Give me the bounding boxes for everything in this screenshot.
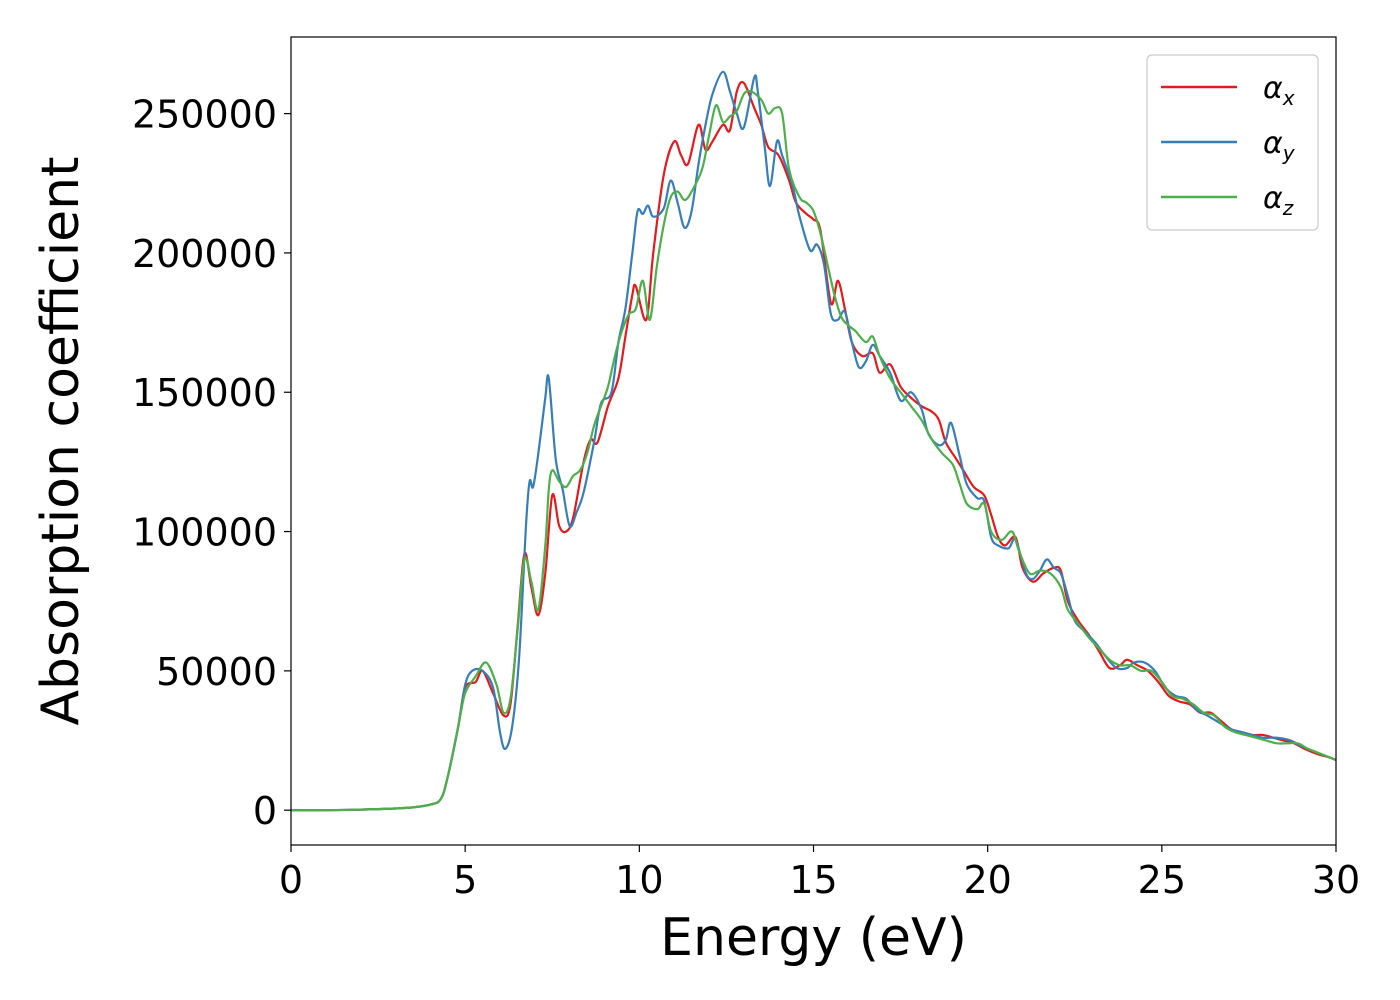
legend-item-x: αx bbox=[1161, 71, 1295, 110]
y-tick-label: 50000 bbox=[156, 650, 277, 694]
y-tick-label: 200000 bbox=[132, 232, 277, 276]
y-axis-title: Absorption coefficient bbox=[31, 156, 91, 725]
x-axis-ticks: 0 5 10 15 20 25 30 bbox=[279, 845, 1360, 902]
legend-item-y: αy bbox=[1161, 126, 1296, 165]
x-tick-label: 5 bbox=[453, 858, 477, 902]
y-tick-label: 100000 bbox=[132, 511, 277, 555]
x-tick-label: 15 bbox=[789, 858, 837, 902]
x-tick-label: 20 bbox=[963, 858, 1011, 902]
x-tick-label: 10 bbox=[615, 858, 663, 902]
x-tick-label: 0 bbox=[279, 858, 303, 902]
x-tick-label: 30 bbox=[1312, 858, 1360, 902]
legend: αx αy αz bbox=[1146, 54, 1319, 231]
y-tick-label: 150000 bbox=[132, 371, 277, 415]
legend-label: αz bbox=[1263, 181, 1294, 220]
legend-label: αx bbox=[1263, 71, 1295, 110]
series-lines bbox=[291, 70, 1336, 812]
y-tick-label: 0 bbox=[253, 789, 277, 833]
series-line-y bbox=[291, 70, 1336, 812]
y-tick-label: 250000 bbox=[132, 93, 277, 137]
y-axis-ticks: 0 50000 100000 150000 200000 250000 bbox=[132, 93, 291, 833]
series-line-z bbox=[291, 89, 1336, 812]
legend-item-z: αz bbox=[1161, 181, 1294, 220]
x-axis-title: Energy (eV) bbox=[660, 908, 967, 968]
x-tick-label: 25 bbox=[1138, 858, 1186, 902]
legend-label: αy bbox=[1263, 126, 1296, 165]
